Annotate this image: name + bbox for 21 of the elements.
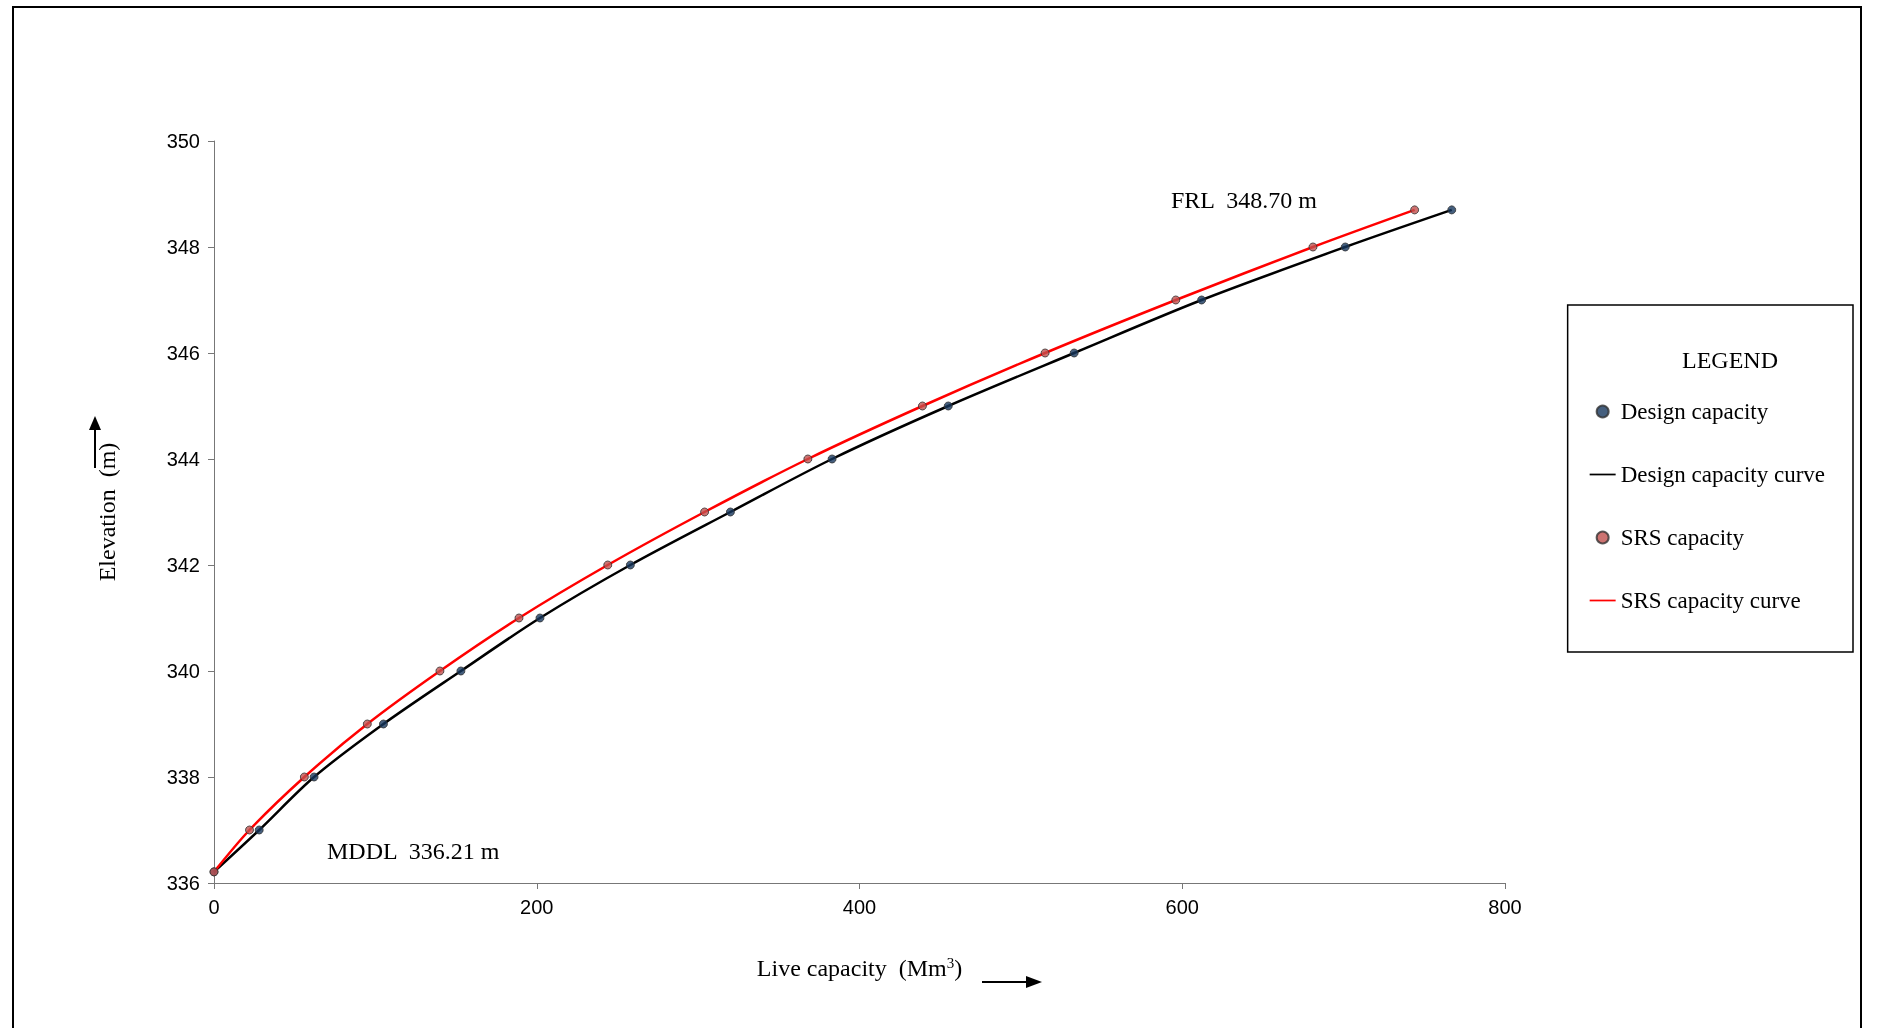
x-tick-label: 800	[1488, 896, 1522, 918]
y-tick-label: 336	[166, 872, 200, 894]
x-tick-label: 600	[1165, 896, 1199, 918]
y-tick-label: 342	[166, 554, 200, 576]
legend-label: Design capacity curve	[1620, 462, 1826, 487]
legend-title: LEGEND	[1682, 347, 1779, 373]
annotation: FRL 348.70 m	[1171, 187, 1318, 213]
legend-label: SRS capacity curve	[1620, 588, 1801, 613]
x-tick-label: 400	[842, 896, 877, 918]
x-tick-label: 0	[208, 896, 220, 918]
y-tick-label: 350	[166, 130, 200, 152]
y-tick-label: 340	[166, 660, 200, 682]
y-tick-label: 348	[166, 236, 200, 258]
y-axis-title: Elevation (m)	[94, 442, 120, 582]
legend-label: SRS capacity	[1620, 525, 1745, 550]
x-tick-label: 200	[520, 896, 554, 918]
y-tick-label: 344	[166, 448, 200, 470]
legend-label: Design capacity	[1620, 399, 1769, 424]
annotation: MDDL 336.21 m	[327, 838, 500, 864]
y-tick-label: 338	[166, 766, 200, 788]
y-tick-label: 346	[166, 342, 200, 364]
